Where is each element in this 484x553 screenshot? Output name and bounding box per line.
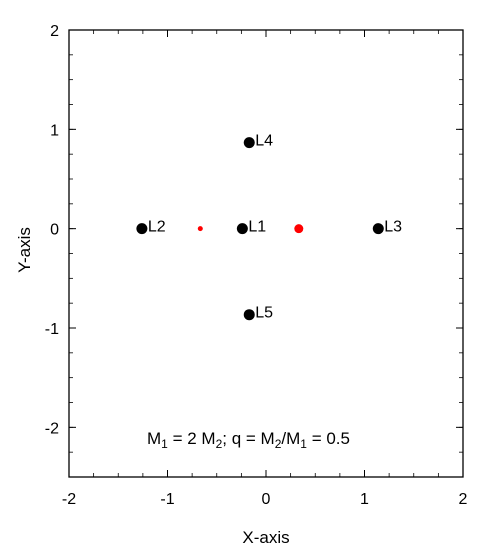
y-tick-label: -2 xyxy=(45,420,59,437)
lagrange-point-l1 xyxy=(236,223,248,235)
lagrange-point-l4 xyxy=(243,137,255,149)
lagrange-label-l5: L5 xyxy=(255,305,273,322)
x-axis-title: X-axis xyxy=(242,528,289,547)
lagrange-label-l3: L3 xyxy=(384,219,402,236)
lagrange-points: L1 L2 L3 L4 L5 xyxy=(136,133,402,322)
axis-ticks: -2 -1 0 1 2 2 1 0 -1 -2 xyxy=(45,23,468,508)
lagrange-label-l1: L1 xyxy=(248,219,266,236)
x-tick-label: -1 xyxy=(160,491,174,508)
lagrange-point-l5 xyxy=(243,309,255,321)
lagrange-label-l2: L2 xyxy=(148,219,166,236)
lagrange-point-l2 xyxy=(136,223,148,235)
y-axis-title: Y-axis xyxy=(15,227,34,273)
x-tick-label: 2 xyxy=(459,491,468,508)
plot-frame xyxy=(68,29,464,478)
y-tick-label: -1 xyxy=(45,321,59,338)
annotation: M1 = 2 M2; q = M2/M1 = 0.5 xyxy=(147,429,350,451)
lagrange-label-l4: L4 xyxy=(255,133,273,150)
x-tick-label: -2 xyxy=(62,491,76,508)
lagrange-point-l3 xyxy=(372,223,384,235)
mass-2-point xyxy=(294,224,304,234)
masses xyxy=(197,224,304,234)
y-tick-label: 0 xyxy=(50,222,59,239)
y-tick-label: 2 xyxy=(50,23,59,40)
x-tick-label: 0 xyxy=(262,491,271,508)
x-tick-label: 1 xyxy=(360,491,369,508)
mass-1-point xyxy=(197,226,203,232)
y-tick-label: 1 xyxy=(50,122,59,139)
